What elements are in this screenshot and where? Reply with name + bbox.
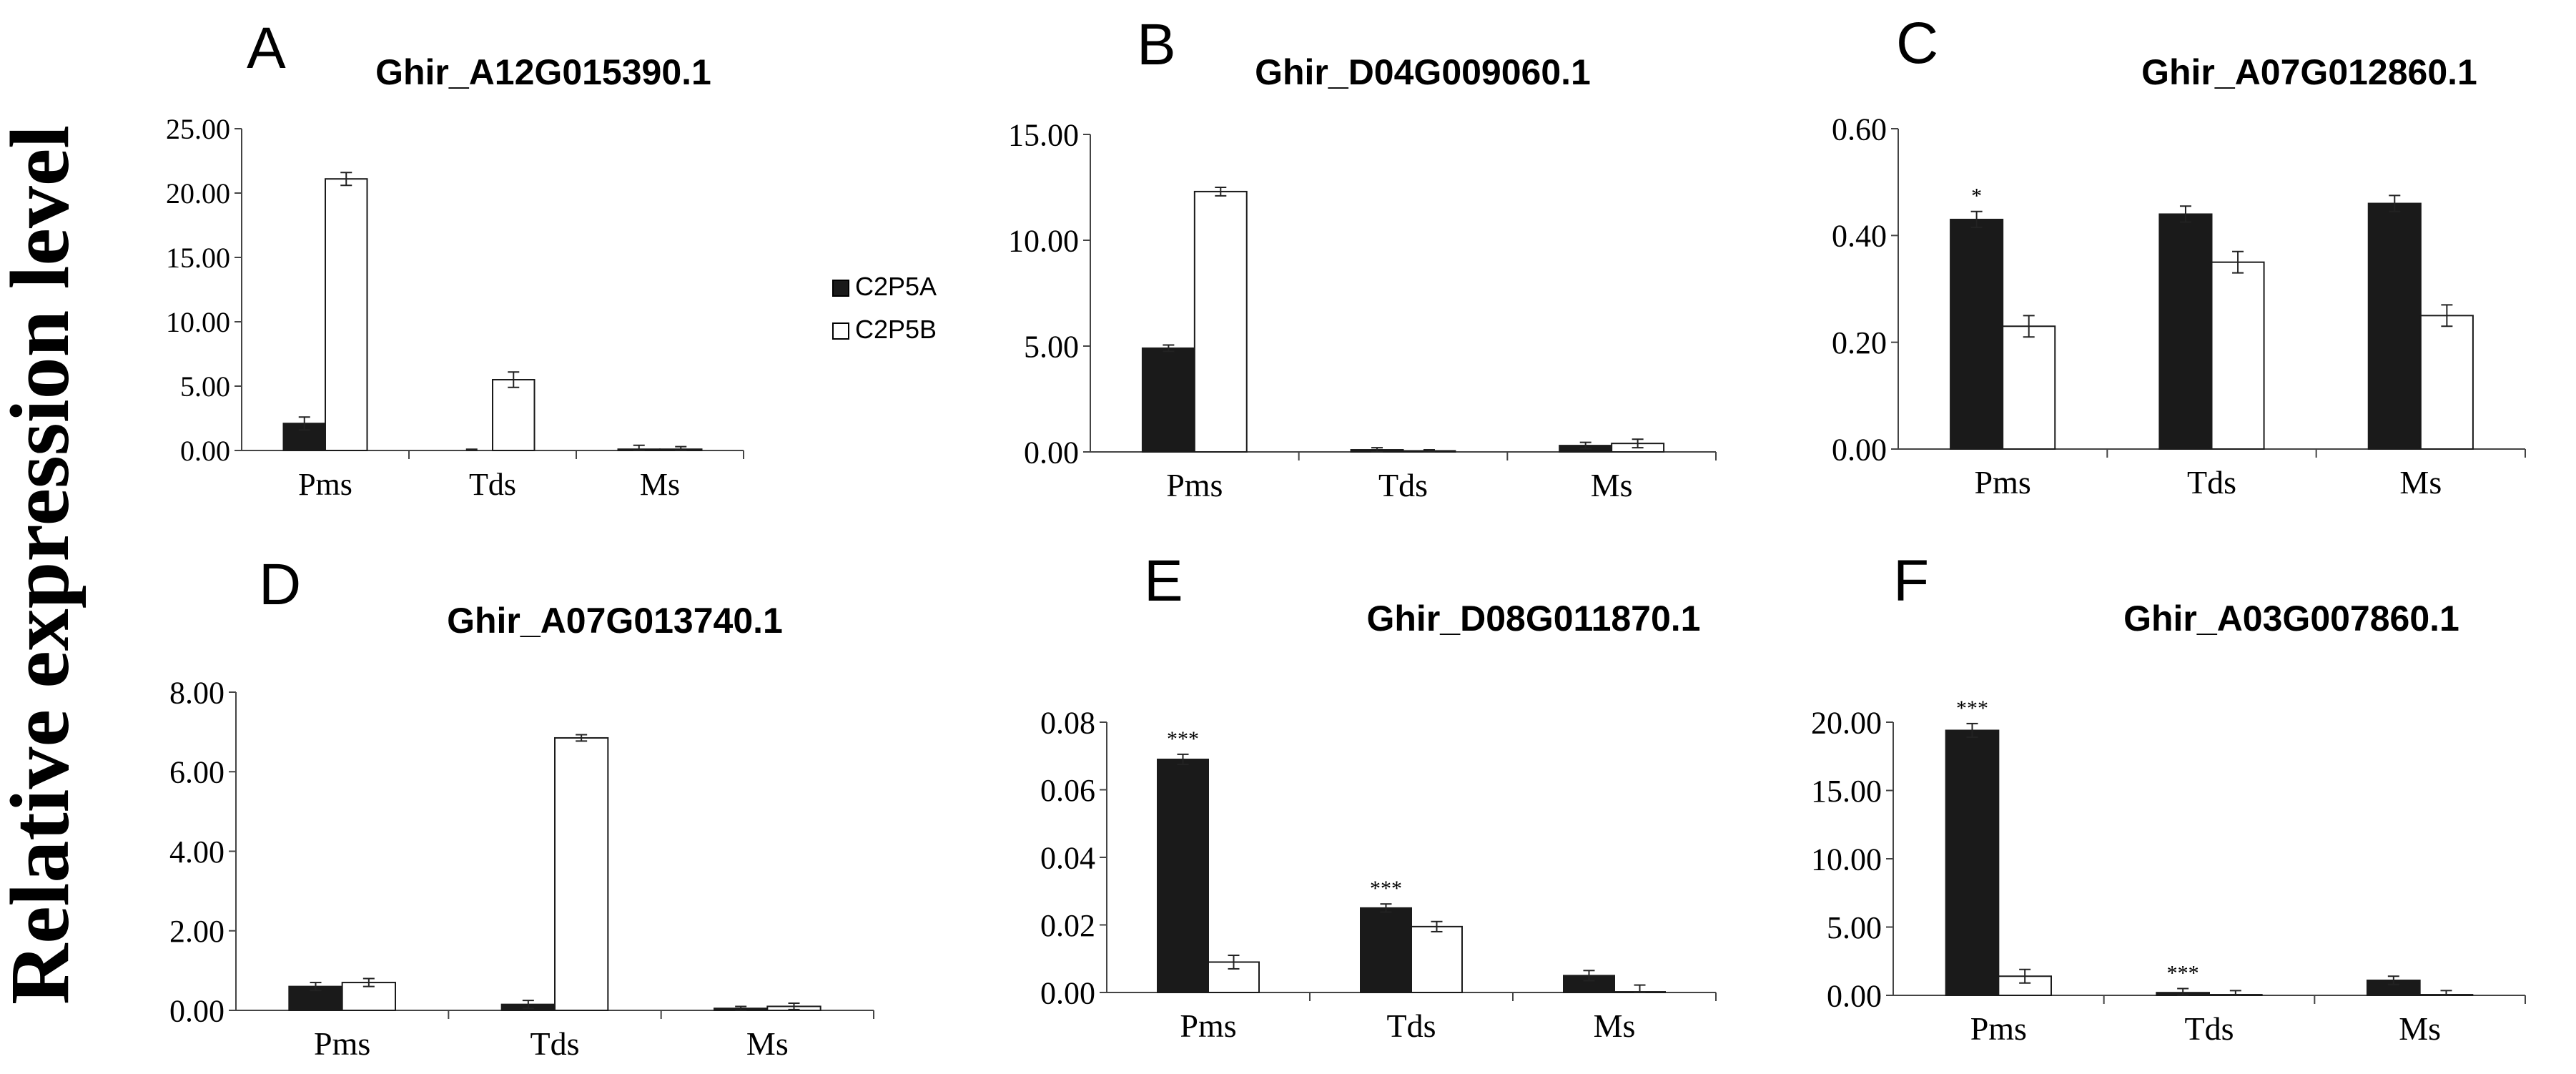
y-tick-label: 0.02: [1040, 908, 1095, 943]
y-tick-label: 2.00: [169, 914, 224, 949]
y-tick-label: 10.00: [166, 306, 230, 338]
significance-marker: *: [1971, 184, 1982, 208]
chart-panels: A Ghir_A12G015390.1 0.00 5.00 10.00 15.00 20.0…: [166, 11, 2526, 1062]
y-tick-label: 0.00: [1827, 978, 1882, 1013]
x-tick-label: Ms: [640, 467, 680, 502]
bar-c2p5a: [2158, 213, 2213, 450]
bar-c2p5b: [325, 178, 368, 451]
y-tick-label: 20.00: [1811, 705, 1882, 740]
bar-c2p5a: [1950, 218, 2004, 450]
y-tick-label: 0.08: [1040, 705, 1095, 740]
bar-c2p5a: [1141, 347, 1195, 453]
significance-marker: ***: [2167, 961, 2199, 985]
bar-c2p5b: [2211, 261, 2265, 450]
x-tick-label: Pms: [1166, 467, 1223, 503]
chart-panel-a: A Ghir_A12G015390.1 0.00 5.00 10.00 15.00 20.0…: [166, 16, 744, 502]
y-tick-label: 0.04: [1040, 840, 1095, 875]
bar-c2p5a: [2367, 202, 2422, 450]
legend-item-c2p5b: C2P5B: [832, 315, 937, 344]
y-tick-label: 5.00: [1024, 329, 1079, 364]
legend-item-c2p5a: C2P5A: [832, 272, 937, 301]
x-tick-label: Tds: [531, 1025, 580, 1062]
y-tick-label: 8.00: [169, 675, 224, 710]
chart-title-f: Ghir_A03G007860.1: [2123, 598, 2459, 639]
x-tick-label: Pms: [314, 1025, 370, 1062]
y-tick-label: 0.40: [1832, 219, 1887, 254]
y-tick-label: 0.00: [1040, 975, 1095, 1010]
legend-label-c2p5a: C2P5A: [855, 272, 937, 301]
chart-panel-f: F Ghir_A03G007860.1 0.00 5.00 10.00 15.00 20.0…: [1811, 548, 2526, 1047]
chart-title-e: Ghir_D08G011870.1: [1367, 598, 1701, 639]
y-tick-label: 10.00: [1811, 842, 1882, 877]
panel-letter-d: D: [259, 552, 301, 617]
y-tick-label: 0.00: [1832, 432, 1887, 467]
y-tick-label: 0.20: [1832, 325, 1887, 360]
y-tick-label: 6.00: [169, 755, 224, 790]
x-tick-label: Tds: [1378, 467, 1428, 503]
x-tick-label: Pms: [1180, 1008, 1236, 1044]
x-tick-label: Ms: [2399, 1010, 2441, 1047]
x-tick-label: Tds: [1387, 1008, 1436, 1044]
y-tick-label: 20.00: [166, 177, 230, 210]
chart-panel-d: D Ghir_A07G013740.1 0.00 2.00 4.00 6.00 8.00 Pm…: [169, 552, 874, 1062]
y-tick-label: 25.00: [166, 113, 230, 145]
y-tick-label: 0.06: [1040, 773, 1095, 808]
bar-c2p5b: [1193, 190, 1248, 453]
chart-title-b: Ghir_D04G009060.1: [1255, 52, 1591, 92]
bar-c2p5a: [1157, 758, 1209, 993]
y-tick-label: 15.00: [1008, 117, 1079, 152]
bar-c2p5b: [2002, 325, 2056, 450]
bar-c2p5b: [554, 736, 609, 1011]
x-tick-label: Ms: [2399, 464, 2442, 501]
x-tick-label: Ms: [746, 1025, 789, 1062]
panel-letter-a: A: [247, 16, 286, 81]
chart-panel-e: E Ghir_D08G011870.1 0.00 0.02 0.04 0.06 0.08 Pm…: [1040, 548, 1717, 1044]
legend-swatch-c2p5a: [832, 280, 849, 297]
y-tick-label: 0.00: [1024, 435, 1079, 470]
panel-letter-b: B: [1137, 12, 1176, 77]
y-tick-label: 0.60: [1832, 112, 1887, 147]
significance-marker: ***: [1956, 696, 1988, 720]
bar-c2p5b: [2419, 315, 2474, 450]
chart-title-a: Ghir_A12G015390.1: [375, 52, 711, 92]
legend: C2P5A C2P5B: [832, 272, 937, 344]
x-tick-label: Tds: [2185, 1010, 2234, 1047]
y-tick-label: 10.00: [1008, 223, 1079, 258]
y-tick-label: 5.00: [180, 370, 230, 403]
chart-title-c: Ghir_A07G012860.1: [2141, 52, 2477, 92]
y-tick-label: 15.00: [1811, 774, 1882, 809]
y-tick-label: 0.00: [180, 435, 230, 467]
panel-letter-f: F: [1893, 548, 1929, 614]
legend-swatch-c2p5b: [832, 322, 849, 340]
y-tick-label: 15.00: [166, 242, 230, 274]
y-tick-label: 4.00: [169, 834, 224, 869]
x-tick-label: Ms: [1594, 1008, 1636, 1044]
bar-c2p5b: [492, 379, 536, 451]
x-tick-label: Ms: [1591, 467, 1633, 503]
chart-title-d: Ghir_A07G013740.1: [447, 601, 783, 641]
legend-label-c2p5b: C2P5B: [855, 315, 937, 344]
x-tick-label: Pms: [298, 467, 352, 502]
chart-panel-c: C Ghir_A07G012860.1 0.00 0.20 0.40 0.60 Pms Tds…: [1832, 11, 2526, 501]
x-tick-label: Pms: [1970, 1010, 2027, 1047]
y-axis-label: Relative expression level: [0, 125, 87, 1005]
significance-marker: ***: [1370, 877, 1402, 900]
y-tick-label: 5.00: [1827, 910, 1882, 945]
chart-panel-b: B Ghir_D04G009060.1 0.00 5.00 10.00 15.00 Pms T…: [1008, 12, 1717, 503]
x-tick-label: Pms: [1975, 464, 2031, 501]
y-tick-label: 0.00: [169, 993, 224, 1028]
bar-c2p5b: [1411, 925, 1463, 994]
x-tick-label: Tds: [469, 467, 516, 502]
significance-marker: ***: [1167, 727, 1199, 751]
bar-c2p5a: [1360, 907, 1412, 993]
bar-c2p5a: [1945, 729, 2000, 997]
panel-letter-c: C: [1896, 11, 1938, 76]
x-tick-label: Tds: [2187, 464, 2236, 501]
panel-letter-e: E: [1144, 548, 1183, 614]
